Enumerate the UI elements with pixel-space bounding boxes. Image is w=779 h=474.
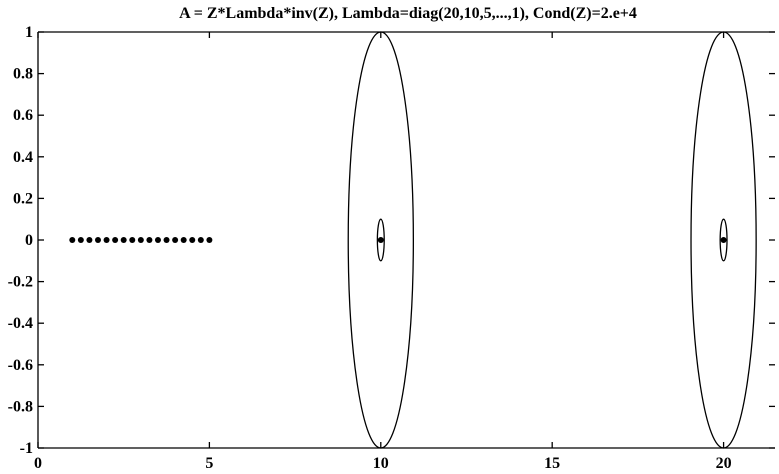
eigenvalue-point bbox=[86, 237, 93, 243]
eigenvalue-point bbox=[720, 237, 727, 243]
eigenvalue-point bbox=[120, 237, 127, 243]
uncertainty-ellipse bbox=[347, 31, 415, 449]
eigenvalue-point bbox=[172, 237, 179, 243]
y-tick-label: 0.2 bbox=[13, 190, 33, 207]
y-tick-label: -0.6 bbox=[8, 357, 33, 374]
uncertainty-ellipse bbox=[719, 218, 728, 262]
y-tick-label: -0.2 bbox=[8, 274, 33, 291]
point-layer bbox=[69, 237, 727, 243]
y-axis: 1 0.8 0.6 0.4 0.2 0 -0.2 -0.4 -0.6 -0.8 -1 bbox=[8, 24, 775, 457]
eigenvalue-point bbox=[103, 237, 110, 243]
eigenvalue-point bbox=[180, 237, 187, 243]
ellipse-layer bbox=[347, 31, 757, 449]
x-tick-label: 20 bbox=[716, 455, 732, 472]
eigenvalue-point bbox=[377, 237, 384, 243]
eigenvalue-point bbox=[197, 237, 204, 243]
eigenvalue-point bbox=[206, 237, 213, 243]
y-tick-label: 0.4 bbox=[13, 149, 33, 166]
x-tick-label: 15 bbox=[544, 455, 560, 472]
eigenvalue-point bbox=[69, 237, 76, 243]
uncertainty-ellipse bbox=[376, 218, 385, 262]
eigenvalue-point bbox=[154, 237, 161, 243]
y-tick-label: 0 bbox=[25, 232, 33, 249]
y-tick-label: -1 bbox=[20, 440, 33, 457]
uncertainty-ellipse bbox=[690, 31, 757, 449]
x-tick-label: 0 bbox=[34, 455, 42, 472]
y-tick-label: -0.4 bbox=[8, 315, 33, 332]
eigenvalue-point bbox=[77, 237, 84, 243]
eigenvalue-point bbox=[112, 237, 119, 243]
y-tick-label: -0.8 bbox=[8, 398, 33, 415]
x-axis: 0 5 10 15 20 bbox=[34, 32, 732, 472]
eigenvalue-point bbox=[94, 237, 101, 243]
y-tick-label: 1 bbox=[25, 24, 33, 41]
y-tick-label: 0.8 bbox=[13, 66, 33, 83]
x-tick-label: 10 bbox=[373, 455, 389, 472]
eigenvalue-point bbox=[137, 237, 144, 243]
chart-title: A = Z*Lambda*inv(Z), Lambda=diag(20,10,5… bbox=[179, 5, 637, 22]
eigenvalue-point bbox=[146, 237, 153, 243]
eigenvalue-point bbox=[129, 237, 136, 243]
x-tick-label: 5 bbox=[205, 455, 213, 472]
y-tick-label: 0.6 bbox=[13, 107, 33, 124]
eigenvalue-point bbox=[189, 237, 196, 243]
eigenvalue-point bbox=[163, 237, 170, 243]
